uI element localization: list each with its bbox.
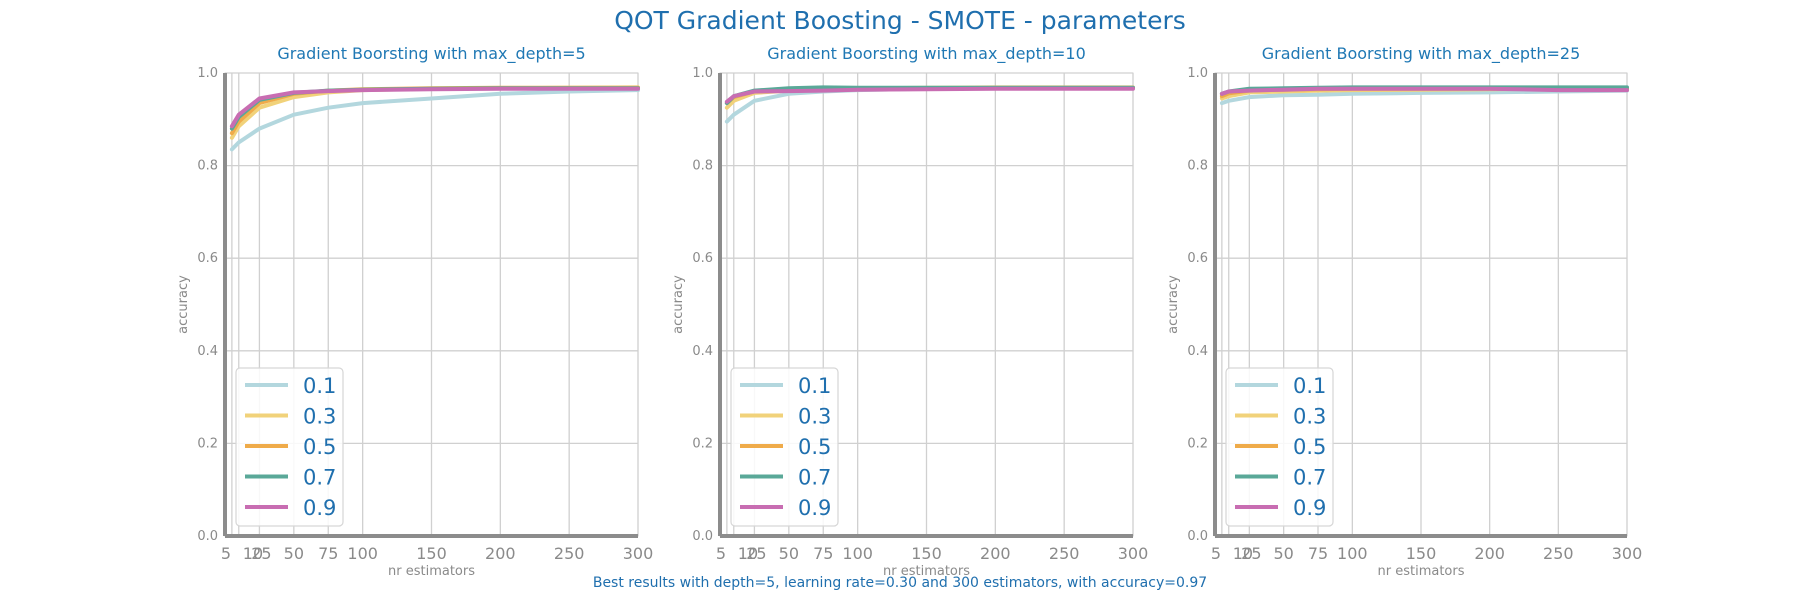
subplot-title: Gradient Boorsting with max_depth=5 [277, 44, 585, 64]
y-tick-label: 0.8 [197, 159, 218, 174]
legend-box [235, 367, 344, 527]
x-tick-label: 250 [554, 544, 585, 563]
x-tick-label: 50 [779, 544, 799, 563]
legend-box [730, 367, 839, 527]
x-tick-label: 200 [1474, 544, 1505, 563]
y-tick-label: 1.0 [692, 66, 713, 81]
legend-label: 0.1 [798, 374, 831, 398]
y-axis-label: accuracy [176, 275, 191, 334]
y-tick-label: 1.0 [197, 66, 218, 81]
x-tick-label: 200 [485, 544, 516, 563]
legend-label: 0.5 [1293, 435, 1326, 459]
y-tick-label: 0.6 [1187, 251, 1208, 266]
x-tick-label: 75 [1308, 544, 1328, 563]
legend-label: 0.3 [798, 405, 831, 429]
x-axis-label: nr estimators [1378, 564, 1465, 579]
x-tick-label: 100 [347, 544, 378, 563]
legend-label: 0.3 [1293, 405, 1326, 429]
x-tick-label: 50 [1273, 544, 1293, 563]
x-tick-label: 5 [221, 544, 231, 563]
y-axis-label: accuracy [1166, 275, 1181, 334]
x-tick-label: 10 [243, 544, 263, 563]
legend-label: 0.9 [1293, 496, 1326, 520]
legend-label: 0.7 [303, 466, 336, 490]
y-tick-label: 0.4 [1187, 344, 1208, 359]
y-tick-label: 0.8 [692, 159, 713, 174]
legend-label: 0.1 [303, 374, 336, 398]
x-tick-label: 5 [1211, 544, 1221, 563]
x-tick-label: 50 [284, 544, 304, 563]
x-tick-label: 300 [623, 544, 654, 563]
legend-label: 0.7 [1293, 466, 1326, 490]
x-axis-label: nr estimators [883, 564, 970, 579]
y-tick-label: 0.6 [692, 251, 713, 266]
x-tick-label: 100 [842, 544, 873, 563]
y-tick-label: 0.4 [197, 344, 218, 359]
legend-box [1225, 367, 1334, 527]
x-tick-label: 300 [1118, 544, 1149, 563]
x-tick-label: 25 [1241, 544, 1261, 563]
x-axis-label: nr estimators [388, 564, 475, 579]
series-line-0-9 [1219, 86, 1629, 96]
series-line-0-1 [229, 88, 640, 152]
x-tick-label: 10 [738, 544, 758, 563]
series-line-0-9 [229, 86, 640, 129]
y-axis-label: accuracy [671, 275, 686, 334]
legend-label: 0.7 [798, 466, 831, 490]
legend-label: 0.3 [303, 405, 336, 429]
x-tick-label: 25 [746, 544, 766, 563]
y-tick-label: 0.6 [197, 251, 218, 266]
x-tick-label: 250 [1543, 544, 1574, 563]
series-line-0-9 [724, 86, 1135, 104]
legend-label: 0.5 [303, 435, 336, 459]
x-tick-label: 200 [980, 544, 1011, 563]
x-tick-label: 5 [716, 544, 726, 563]
chart-title: QOT Gradient Boosting - SMOTE - paramete… [614, 6, 1186, 35]
x-tick-label: 25 [251, 544, 271, 563]
x-tick-label: 150 [911, 544, 942, 563]
subplot-title: Gradient Boorsting with max_depth=25 [1262, 44, 1581, 64]
y-tick-label: 0.8 [1187, 159, 1208, 174]
y-tick-label: 0.0 [1187, 529, 1208, 544]
y-tick-label: 0.2 [1187, 436, 1208, 451]
x-tick-label: 75 [813, 544, 833, 563]
legend-label: 0.9 [303, 496, 336, 520]
x-tick-label: 75 [318, 544, 338, 563]
legend-label: 0.9 [798, 496, 831, 520]
x-tick-label: 100 [1337, 544, 1368, 563]
x-tick-label: 150 [1406, 544, 1437, 563]
x-tick-label: 10 [1233, 544, 1253, 563]
y-tick-label: 0.0 [197, 529, 218, 544]
y-tick-label: 0.2 [692, 436, 713, 451]
x-tick-label: 150 [416, 544, 447, 563]
subplot-title: Gradient Boorsting with max_depth=10 [767, 44, 1086, 64]
y-tick-label: 1.0 [1187, 66, 1208, 81]
x-tick-label: 300 [1612, 544, 1643, 563]
best-results-note: Best results with depth=5, learning rate… [592, 575, 1208, 591]
legend-label: 0.5 [798, 435, 831, 459]
legend-label: 0.1 [1293, 374, 1326, 398]
y-tick-label: 0.4 [692, 344, 713, 359]
y-tick-label: 0.0 [692, 529, 713, 544]
y-tick-label: 0.2 [197, 436, 218, 451]
series-line-0-1 [1219, 88, 1629, 106]
x-tick-label: 250 [1049, 544, 1080, 563]
